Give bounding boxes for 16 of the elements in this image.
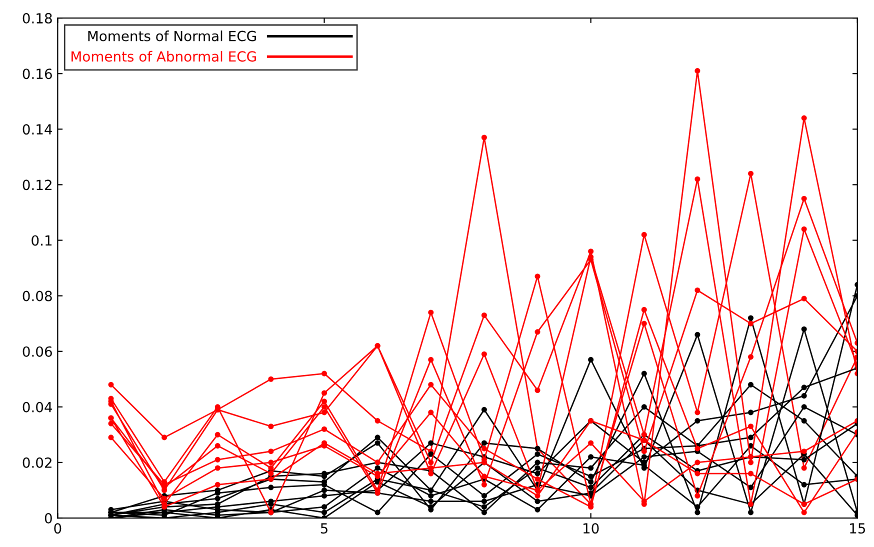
x-tick-label: 10	[584, 523, 599, 534]
y-tick-label: 0.06	[22, 346, 52, 357]
y-tick-label: 0.04	[22, 402, 52, 412]
y-tick-label: 0	[44, 512, 52, 524]
y-tick-label: 0.12	[22, 180, 52, 190]
y-tick-label: 0.02	[22, 457, 52, 468]
x-tick-label: 5	[320, 523, 328, 534]
y-tick-label: 0.16	[22, 68, 52, 80]
x-tick-label: 15	[850, 523, 866, 534]
y-tick-label: 0.08	[22, 290, 52, 302]
y-tick-label: 0.18	[22, 13, 52, 24]
text: Moments of Abnormal ECG	[72, 50, 256, 62]
y-tick-label: 0.14	[22, 124, 52, 135]
y-tick-label: 0.1	[32, 235, 52, 246]
x-tick-label: 0	[54, 523, 62, 534]
text: Moments of Normal ECG	[88, 30, 256, 42]
